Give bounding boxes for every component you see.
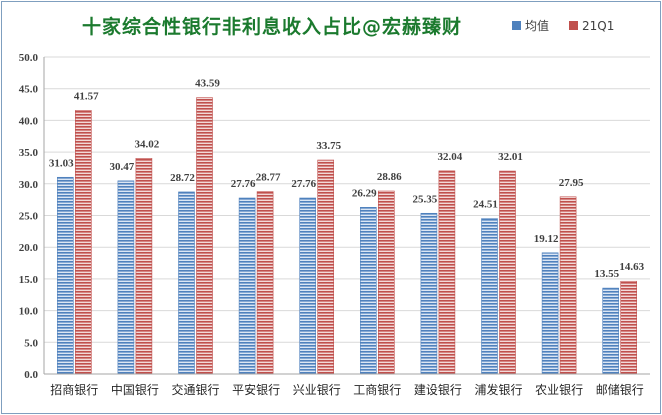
bar-21q1	[438, 170, 456, 375]
legend-item-avg: 均值	[512, 17, 549, 34]
data-label: 43.59	[195, 78, 220, 90]
bar-avg	[56, 176, 74, 375]
bar-21q1	[75, 110, 92, 375]
bar-avg	[541, 252, 559, 375]
legend-swatch-avg	[512, 21, 521, 30]
y-tick-label: 15.0	[19, 274, 39, 286]
y-tick-label: 45.0	[19, 84, 39, 96]
bar-avg	[238, 197, 256, 375]
bar-21q1	[256, 191, 274, 375]
data-label: 14.63	[619, 261, 644, 273]
legend-item-21q1: 21Q1	[569, 19, 614, 33]
y-tick-label: 30.0	[19, 179, 39, 191]
data-label: 28.72	[170, 172, 195, 184]
bar-avg	[178, 191, 195, 375]
bar-21q1	[377, 190, 395, 375]
chart-title: 十家综合性银行非利息收入占比@宏赫臻财	[82, 16, 463, 38]
y-tick-label: 35.0	[19, 147, 39, 159]
y-tick-label: 20.0	[19, 242, 39, 254]
data-label: 34.02	[135, 138, 160, 150]
x-tick-label: 平安银行	[232, 382, 280, 397]
x-tick-label: 招商银行	[50, 382, 98, 397]
bar-21q1	[620, 280, 638, 375]
y-tick-label: 50.0	[19, 52, 39, 64]
bar-avg	[299, 197, 317, 375]
legend-swatch-21q1	[569, 21, 579, 30]
data-label: 30.47	[110, 161, 135, 173]
y-tick-label: 0.0	[24, 369, 38, 381]
x-tick-label: 交通银行	[171, 382, 219, 397]
bar-avg	[602, 287, 620, 375]
bar-21q1	[317, 159, 335, 375]
data-label: 32.04	[438, 151, 463, 163]
y-tick-label: 40.0	[19, 115, 39, 127]
x-tick-label: 工商银行	[353, 382, 401, 397]
data-label: 28.77	[256, 172, 281, 184]
x-tick-label: 农业银行	[535, 383, 583, 397]
x-tick-label: 中国银行	[111, 382, 159, 397]
data-label: 27.76	[291, 178, 316, 190]
data-label: 25.35	[413, 193, 438, 205]
legend-label-21q1: 21Q1	[582, 18, 615, 33]
y-tick-label: 25.0	[19, 211, 39, 223]
legend: 均值 21Q1	[512, 17, 628, 34]
bar-avg	[359, 207, 377, 375]
data-label: 19.12	[534, 233, 559, 245]
bar-21q1	[499, 170, 516, 375]
y-tick-label: 5.0	[24, 337, 38, 349]
data-label: 32.01	[498, 151, 523, 163]
data-label: 27.76	[231, 178, 256, 190]
data-label: 31.03	[49, 157, 74, 169]
bar-avg	[117, 180, 135, 375]
x-tick-label: 邮储银行	[596, 382, 644, 397]
y-tick-label: 10.0	[19, 306, 39, 318]
bar-avg	[481, 218, 498, 375]
bar-21q1	[196, 97, 213, 375]
data-label: 41.57	[74, 90, 99, 102]
legend-label-avg: 均值	[525, 19, 550, 33]
data-label: 26.29	[352, 187, 377, 199]
x-tick-label: 兴业银行	[293, 383, 341, 397]
bar-21q1	[135, 158, 153, 375]
x-tick-label: 浦发银行	[474, 382, 522, 397]
data-label: 33.75	[316, 140, 341, 152]
x-tick-label: 建设银行	[414, 383, 462, 397]
data-label: 13.55	[594, 268, 619, 280]
data-label: 28.86	[377, 171, 402, 183]
bar-21q1	[559, 196, 577, 375]
bar-avg	[420, 212, 438, 375]
data-label: 27.95	[559, 177, 584, 189]
data-label: 24.51	[473, 199, 498, 211]
